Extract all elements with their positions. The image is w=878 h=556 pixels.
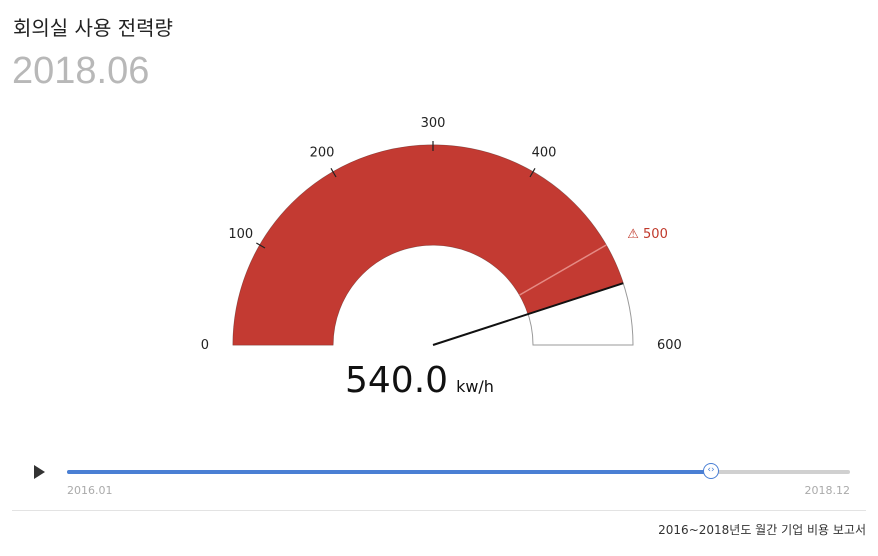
timeline-slider[interactable]: ‹› — [67, 463, 850, 479]
gauge-tick-label: 200 — [310, 146, 335, 161]
timeline-end-label: 2018.12 — [804, 484, 851, 497]
gauge-value: 540.0 — [345, 360, 449, 401]
chevron-left-right-icon: ‹› — [707, 465, 715, 475]
timeline-start-label: 2016.01 — [67, 484, 113, 497]
gauge-tick-label: 300 — [421, 116, 446, 131]
gauge-tick — [330, 168, 337, 178]
chart-title: 회의실 사용 전력량 — [13, 16, 173, 40]
gauge-tick — [529, 168, 536, 178]
gauge-unit: kw/h — [456, 377, 494, 396]
gauge-tick-label: 100 — [228, 227, 253, 242]
gauge-tick-label: 400 — [532, 146, 557, 161]
gauge-tick-label: 600 — [657, 338, 682, 353]
gauge-threshold-label: ⚠ 500 — [627, 227, 668, 242]
gauge-threshold-line — [519, 244, 607, 296]
gauge-tick — [256, 242, 266, 249]
gauge-tick-label: 0 — [201, 338, 209, 353]
gauge-needle — [432, 282, 624, 346]
source-note: 2016~2018년도 월간 기업 비용 보고서 — [658, 523, 866, 537]
footer-divider — [12, 510, 866, 511]
current-period: 2018.06 — [12, 50, 150, 92]
timeline-handle[interactable]: ‹› — [703, 463, 720, 479]
gauge-value-readout: 540.0 kw/h — [345, 360, 494, 401]
timeline-progress — [67, 470, 712, 474]
play-button[interactable] — [34, 465, 45, 479]
gauge-layer: 0 100 200 300 400 ⚠ 500 600 — [201, 116, 682, 353]
